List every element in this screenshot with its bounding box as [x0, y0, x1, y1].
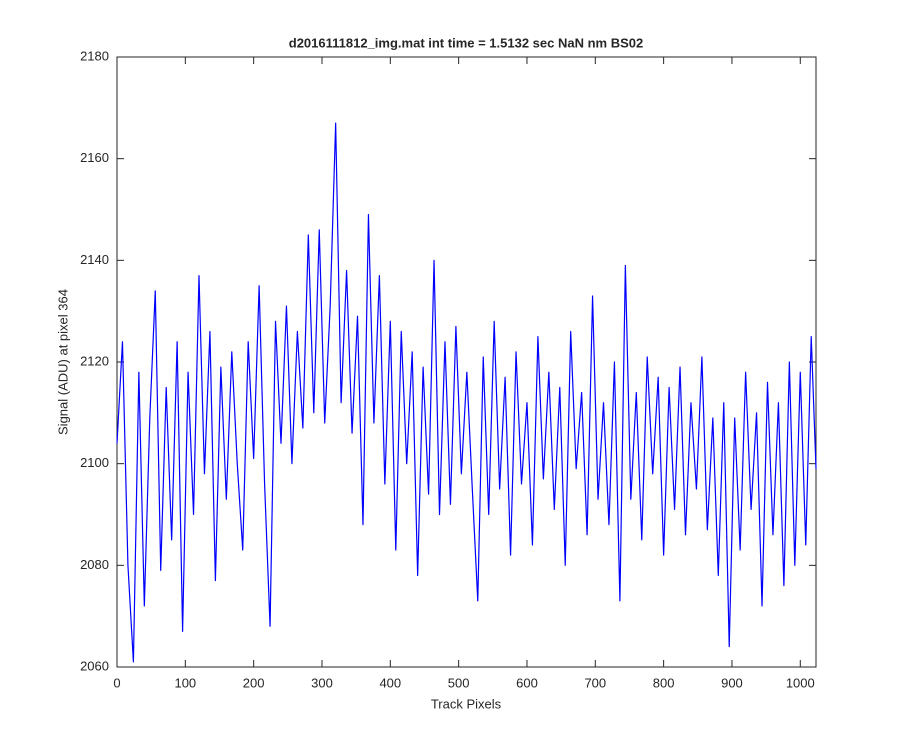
x-tick-label: 700: [584, 675, 606, 690]
y-tick-label: 2160: [80, 150, 109, 165]
x-tick-label: 600: [516, 675, 538, 690]
axes-box: [116, 56, 817, 668]
y-tick-label: 2080: [80, 557, 109, 572]
chart-title: d2016111812_img.mat int time = 1.5132 se…: [289, 35, 643, 50]
y-tick-label: 2060: [80, 658, 109, 673]
x-tick-label: 200: [243, 675, 265, 690]
x-axis-label: Track Pixels: [431, 696, 502, 711]
y-tick-label: 2180: [80, 48, 109, 63]
x-tick-label: 0: [113, 675, 120, 690]
x-tick-label: 300: [311, 675, 333, 690]
x-tick-label: 100: [174, 675, 196, 690]
y-axis-label: Signal (ADU) at pixel 364: [55, 289, 70, 435]
x-tick-label: 800: [653, 675, 675, 690]
x-tick-label: 500: [448, 675, 470, 690]
x-tick-label: 400: [379, 675, 401, 690]
y-tick-label: 2100: [80, 455, 109, 470]
x-tick-label: 900: [721, 675, 743, 690]
data-line: [116, 122, 817, 663]
y-tick-label: 2120: [80, 353, 109, 368]
x-tick-label: 1000: [786, 675, 815, 690]
y-tick-label: 2140: [80, 252, 109, 267]
